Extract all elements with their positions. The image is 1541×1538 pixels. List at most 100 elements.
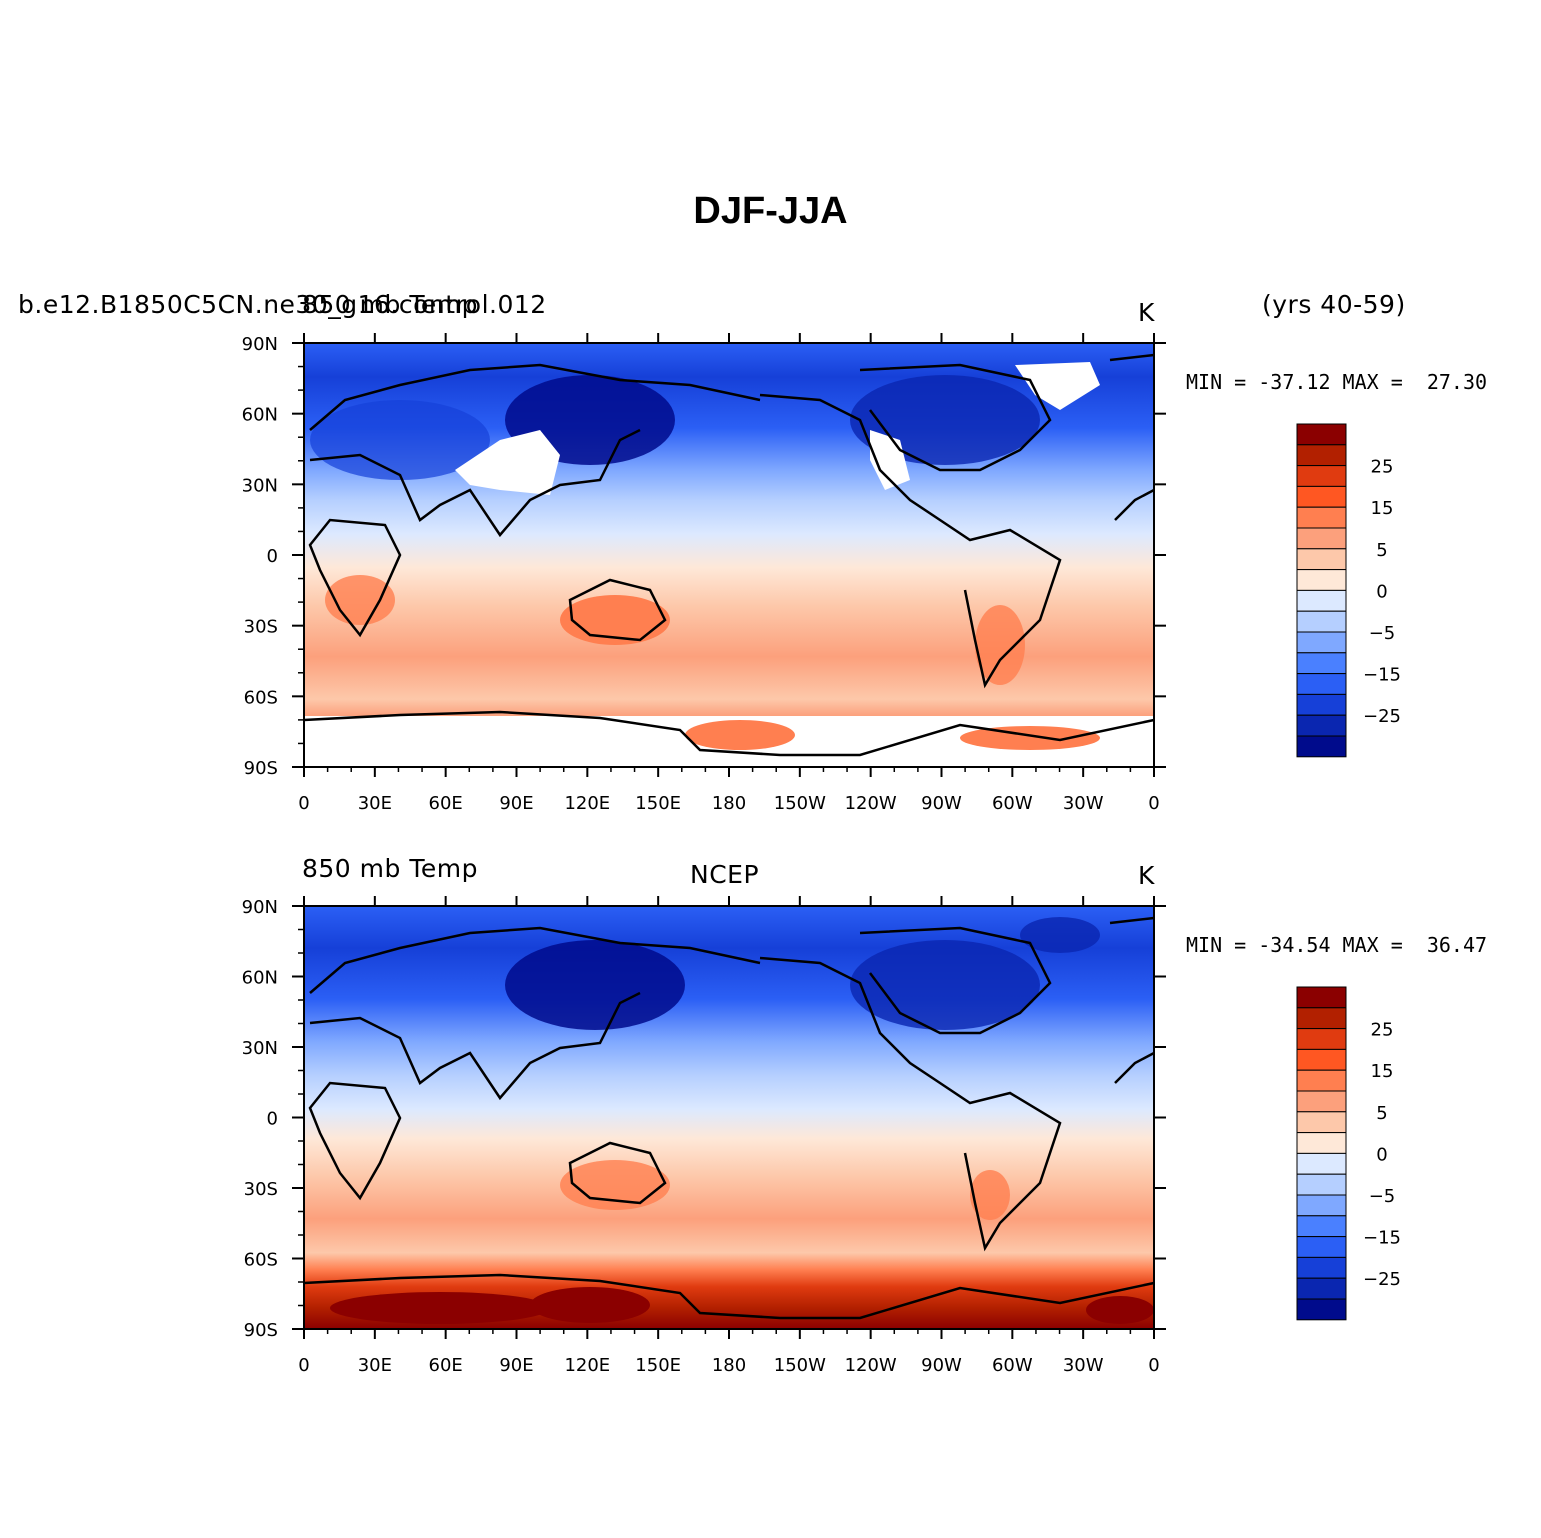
panel1-lon-label: 0 — [298, 793, 309, 814]
panel1-europe-cold — [310, 400, 490, 480]
panel1-lon-label: 0 — [1148, 793, 1159, 814]
colorbar2-swatch — [1296, 986, 1347, 1009]
panel2-lon-label: 0 — [1148, 1355, 1159, 1376]
figure-title: DJF-JJA — [693, 190, 848, 232]
colorbar2-swatch — [1296, 1069, 1347, 1092]
panel1-lon-label: 120W — [845, 793, 897, 814]
panel1-lat-label: 90S — [244, 758, 278, 779]
panel2-lon-label: 30E — [358, 1355, 392, 1376]
colorbar2-label: 25 — [1371, 1020, 1394, 1041]
panel1-lat-label: 30S — [244, 617, 278, 638]
panel2-coastlines — [303, 916, 1155, 1320]
panel1-units: K — [1138, 298, 1155, 327]
panel1-lon-label: 180 — [712, 793, 746, 814]
colorbar1-label: −5 — [1369, 623, 1396, 644]
panel1-years: (yrs 40-59) — [1262, 290, 1406, 319]
panel2-lon-label: 90W — [921, 1355, 962, 1376]
panel2-lat-label: 90S — [244, 1320, 278, 1341]
panel1-lon-label: 90E — [499, 793, 533, 814]
colorbar2-label: −5 — [1369, 1186, 1396, 1207]
panel2-lon-label: 180 — [712, 1355, 746, 1376]
panel2-min-max: MIN = -34.54 MAX = 36.47 — [1186, 933, 1488, 957]
panel1-south-america-warm — [975, 605, 1025, 685]
panel1-lon-label: 150E — [635, 793, 681, 814]
panel1-lon-label: 30E — [358, 793, 392, 814]
colorbar1-label: −25 — [1363, 706, 1401, 727]
colorbar2-swatch — [1296, 1007, 1347, 1030]
panel2-lon-label: 60E — [429, 1355, 463, 1376]
colorbar1-swatch — [1296, 631, 1347, 654]
panel2-lat-label: 90N — [242, 897, 278, 918]
panel2-siberia-cold-core — [505, 940, 685, 1030]
panel1-lon-label: 30W — [1063, 793, 1104, 814]
panel1-greenland-missing — [1015, 362, 1100, 410]
panel2-lat-label: 0 — [267, 1109, 278, 1130]
colorbar1-swatch — [1296, 610, 1347, 633]
colorbar2-swatch — [1296, 1256, 1347, 1279]
panel1-map — [303, 342, 1155, 768]
colorbar1-swatch — [1296, 652, 1347, 675]
panel2-lon-label: 30W — [1063, 1355, 1104, 1376]
panel2-lon-label: 120E — [564, 1355, 610, 1376]
colorbar1-label: −15 — [1363, 665, 1401, 686]
panel1-case-name: b.e12.B1850C5CN.ne30_g16.control.012 — [18, 290, 547, 319]
panel1-lon-label: 150W — [774, 793, 826, 814]
panel2-lat-label: 60N — [242, 968, 278, 989]
colorbar2-swatch — [1296, 1215, 1347, 1238]
panel1-lat-label: 60N — [242, 405, 278, 426]
colorbar1-swatch — [1296, 423, 1347, 446]
panel1-lon-label: 120E — [564, 793, 610, 814]
panel2-map — [303, 905, 1155, 1330]
panel2-australia-warm — [560, 1160, 670, 1210]
colorbar2-label: −25 — [1363, 1269, 1401, 1290]
panel2-greenland-cold — [1020, 917, 1100, 953]
colorbar1-swatch — [1296, 506, 1347, 529]
panel1-lon-label: 60E — [429, 793, 463, 814]
colorbar1-swatch — [1296, 693, 1347, 716]
panel2-lon-label: 0 — [298, 1355, 309, 1376]
colorbar1-label: 0 — [1376, 581, 1387, 602]
colorbar1-label: 25 — [1371, 457, 1394, 478]
colorbar2-swatch — [1296, 1194, 1347, 1217]
colorbar2-label: 15 — [1371, 1061, 1394, 1082]
colorbar2-swatch — [1296, 1277, 1347, 1300]
colorbar2-swatch — [1296, 1173, 1347, 1196]
panel1-rockies-missing — [870, 430, 910, 490]
panel2-lat-label: 30N — [242, 1038, 278, 1059]
colorbar1-label: 5 — [1376, 540, 1387, 561]
colorbar1-swatch — [1296, 735, 1347, 758]
panel1-variable: 850 mb Temp — [302, 290, 478, 319]
colorbar1-swatch — [1296, 465, 1347, 487]
panel1-lon-label: 90W — [921, 793, 962, 814]
panel1-lat-label: 0 — [267, 546, 278, 567]
panel2-lat-label: 60S — [244, 1250, 278, 1271]
panel2-source: NCEP — [690, 860, 760, 889]
colorbar1-swatch — [1296, 714, 1347, 737]
panel2-units: K — [1138, 861, 1155, 890]
panel2-lon-label: 150W — [774, 1355, 826, 1376]
colorbar1-swatch — [1296, 569, 1347, 591]
colorbar1-swatch — [1296, 673, 1347, 695]
colorbar1-swatch — [1296, 527, 1347, 550]
colorbar1-swatch — [1296, 444, 1347, 467]
panel1-lon-label: 60W — [992, 793, 1033, 814]
panel2-lon-label: 60W — [992, 1355, 1033, 1376]
panel1-min-max: MIN = -37.12 MAX = 27.30 — [1186, 370, 1488, 394]
panel2-antarctic-hot-2 — [530, 1287, 650, 1323]
panel2-lon-label: 120W — [845, 1355, 897, 1376]
panel1-lat-label: 60S — [244, 687, 278, 708]
colorbar1-swatch — [1296, 485, 1347, 508]
panel2-lon-label: 150E — [635, 1355, 681, 1376]
panel1-tibet-missing — [455, 430, 560, 495]
panel2-antarctic-hot-3 — [1086, 1296, 1154, 1324]
panel1-lat-label: 90N — [242, 334, 278, 355]
colorbar2-swatch — [1296, 1236, 1347, 1258]
panel1-coastlines — [303, 353, 1155, 757]
colorbar2-swatch — [1296, 1298, 1347, 1321]
panel2-canada-cold-core — [850, 940, 1040, 1030]
colorbar1-swatch — [1296, 589, 1347, 612]
colorbar2-label: 5 — [1376, 1103, 1387, 1124]
colorbar2-swatch — [1296, 1090, 1347, 1113]
panel1-antarctic-warm-2 — [960, 726, 1100, 750]
